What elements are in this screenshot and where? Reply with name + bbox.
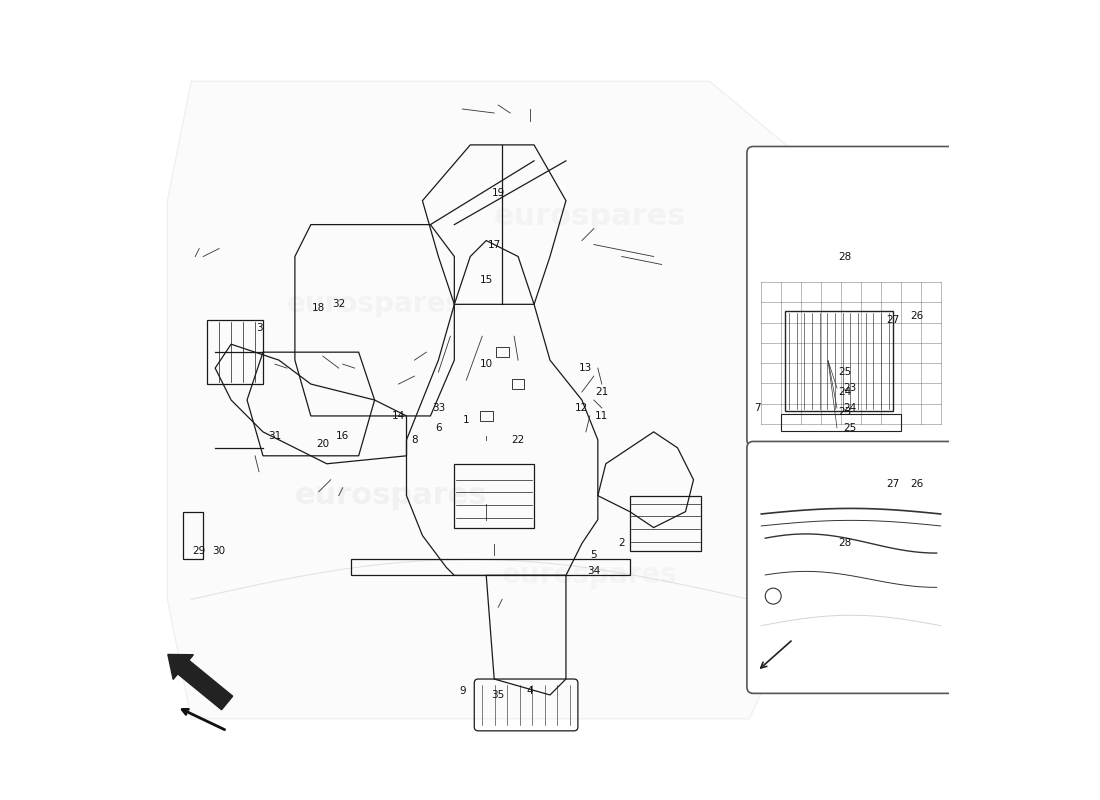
Text: 28: 28: [838, 538, 851, 549]
Text: 33: 33: [432, 403, 446, 413]
Text: 15: 15: [480, 275, 493, 286]
Text: 3: 3: [255, 323, 262, 334]
Text: 16: 16: [337, 431, 350, 441]
Text: eurospares: eurospares: [287, 290, 462, 318]
Text: 21: 21: [595, 387, 608, 397]
Text: 26: 26: [910, 311, 923, 322]
Text: eurospares: eurospares: [494, 202, 686, 231]
Text: 12: 12: [575, 403, 589, 413]
Text: 23: 23: [844, 383, 857, 393]
Text: 19: 19: [492, 188, 505, 198]
Text: 11: 11: [595, 411, 608, 421]
FancyBboxPatch shape: [747, 442, 955, 694]
Text: 9: 9: [459, 686, 465, 696]
FancyArrow shape: [168, 654, 233, 710]
Text: eurospares: eurospares: [502, 562, 678, 590]
Text: 20: 20: [316, 439, 329, 449]
Text: 27: 27: [887, 478, 900, 489]
Bar: [629, 496, 702, 551]
Polygon shape: [167, 81, 805, 719]
Text: 4: 4: [527, 686, 534, 696]
Text: 8: 8: [411, 435, 418, 445]
Text: 5: 5: [591, 550, 597, 561]
Text: 18: 18: [312, 303, 326, 314]
Text: 34: 34: [587, 566, 601, 577]
Text: 27: 27: [887, 315, 900, 326]
Bar: [454, 464, 535, 527]
Text: 26: 26: [910, 478, 923, 489]
Bar: [480, 411, 493, 421]
Text: 24: 24: [844, 403, 857, 413]
Text: 32: 32: [332, 299, 345, 310]
FancyBboxPatch shape: [747, 146, 955, 446]
Text: 29: 29: [192, 546, 206, 557]
Text: 10: 10: [480, 359, 493, 369]
Text: 17: 17: [487, 239, 500, 250]
Text: 2: 2: [618, 538, 625, 549]
Text: 6: 6: [436, 423, 442, 433]
Text: 35: 35: [492, 690, 505, 700]
Text: 13: 13: [580, 363, 593, 373]
Bar: [785, 310, 892, 411]
Text: 14: 14: [392, 411, 405, 421]
Bar: [184, 512, 204, 559]
Text: 24: 24: [838, 387, 851, 397]
Bar: [512, 379, 525, 389]
Text: 31: 31: [268, 431, 282, 441]
Text: 25: 25: [844, 423, 857, 433]
Text: 7: 7: [754, 403, 760, 413]
Text: 23: 23: [838, 407, 851, 417]
Text: 28: 28: [838, 251, 851, 262]
Bar: [496, 347, 508, 357]
Text: 25: 25: [838, 367, 851, 377]
Text: eurospares: eurospares: [295, 481, 487, 510]
Bar: [781, 414, 901, 431]
Text: 22: 22: [512, 435, 525, 445]
Text: 1: 1: [463, 415, 470, 425]
Bar: [207, 320, 263, 384]
Text: 30: 30: [212, 546, 226, 557]
